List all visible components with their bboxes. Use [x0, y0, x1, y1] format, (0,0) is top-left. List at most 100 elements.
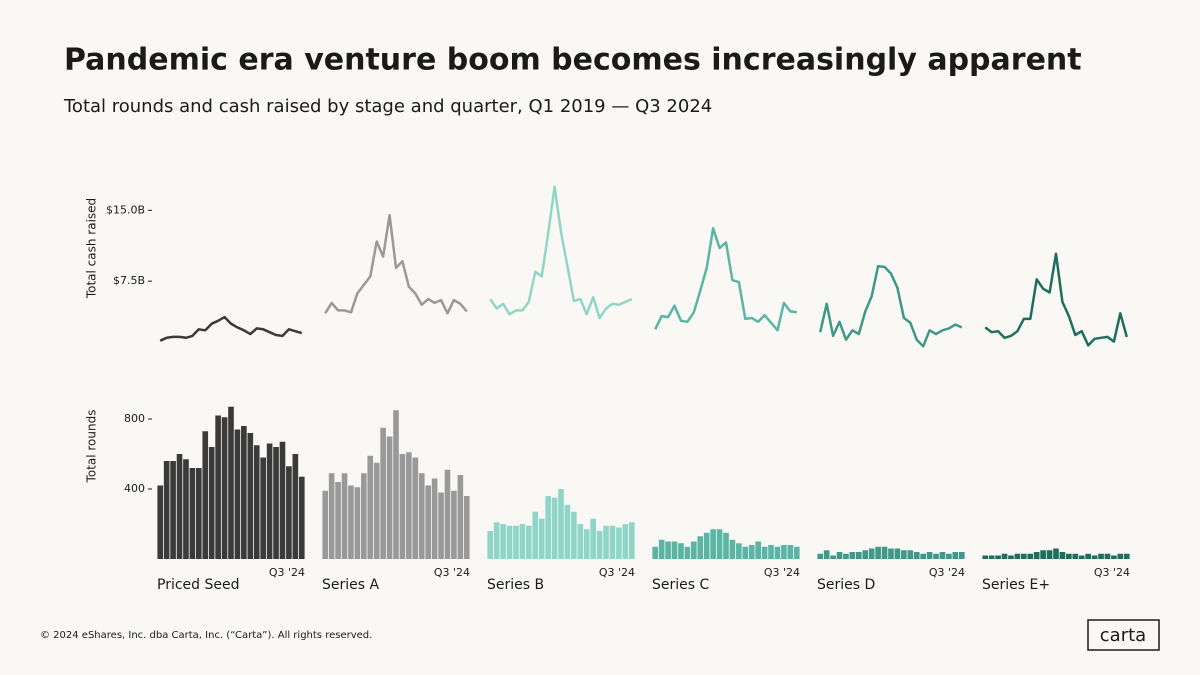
bar: [901, 550, 907, 559]
panel-name: Priced Seed: [157, 577, 240, 593]
bar: [221, 417, 228, 559]
bar: [399, 454, 406, 559]
bar: [1072, 553, 1079, 559]
bar: [817, 553, 824, 559]
bar: [487, 531, 494, 559]
bar: [1098, 553, 1104, 559]
bar: [189, 468, 196, 559]
panel-name: Series D: [817, 577, 875, 593]
bar: [609, 525, 616, 559]
bar: [513, 525, 519, 559]
bar: [596, 531, 603, 559]
bar: [652, 546, 659, 559]
bar: [1059, 552, 1066, 559]
bar: [913, 552, 920, 559]
bar: [768, 545, 774, 559]
bar: [1053, 548, 1059, 559]
bar: [322, 490, 329, 559]
bar: [215, 415, 221, 559]
line: [984, 252, 1129, 347]
bar: [1117, 553, 1124, 559]
bar: [856, 552, 862, 559]
bar: [380, 427, 386, 559]
bar: [723, 532, 729, 559]
line: [324, 213, 468, 315]
bar: [755, 541, 761, 559]
bar: [1033, 552, 1040, 559]
bar: [952, 552, 959, 559]
bar: [425, 485, 431, 559]
bar: [241, 426, 247, 559]
bar: [176, 454, 183, 559]
bar: [781, 545, 787, 559]
bar: [577, 524, 584, 559]
bar: [348, 485, 354, 559]
bar: [335, 482, 341, 559]
bar: [946, 553, 952, 559]
bar: [328, 473, 335, 559]
bar: [538, 518, 545, 559]
bar: [868, 548, 875, 559]
bar: [1091, 555, 1098, 559]
line: [159, 315, 303, 342]
bar: [393, 410, 399, 559]
bar: [292, 454, 299, 559]
bar: [208, 447, 215, 559]
line: [818, 264, 963, 348]
bar: [703, 532, 710, 559]
y2-tick-label: 400: [124, 482, 145, 495]
bar: [926, 552, 933, 559]
bar: [658, 539, 665, 559]
bar: [862, 550, 869, 559]
y-tick-label: $15.0B: [106, 203, 145, 216]
bar: [564, 504, 571, 559]
bar: [823, 550, 830, 559]
bar: [628, 522, 635, 559]
bar: [506, 525, 513, 559]
bar: [849, 552, 856, 559]
y2-tick-label: 800: [124, 412, 145, 425]
bar: [545, 496, 551, 559]
bar: [367, 455, 374, 559]
bar: [684, 546, 691, 559]
bar: [532, 511, 539, 559]
bar: [260, 457, 266, 559]
x-end-label: Q3 '24: [599, 566, 635, 579]
chart-title: Pandemic era venture boom becomes increa…: [64, 43, 1082, 78]
bar: [1111, 555, 1117, 559]
bar: [1014, 553, 1021, 559]
y2-axis-title: Total rounds: [85, 410, 99, 484]
bar: [830, 555, 836, 559]
y-tick-label: $7.5B: [113, 274, 145, 287]
bar: [583, 529, 590, 559]
bar: [273, 447, 279, 559]
bar: [341, 473, 348, 559]
bar: [451, 490, 457, 559]
bar: [418, 473, 425, 559]
bar: [603, 525, 609, 559]
bar: [982, 555, 989, 559]
bar: [1008, 555, 1014, 559]
bar: [716, 529, 723, 559]
bar: [1027, 553, 1034, 559]
bar: [234, 429, 241, 559]
bar: [1123, 553, 1130, 559]
line: [654, 227, 797, 332]
bar: [228, 406, 234, 559]
bar: [671, 541, 678, 559]
bar: [519, 524, 526, 559]
bar: [361, 473, 367, 559]
bar: [202, 431, 209, 559]
bar: [710, 529, 716, 559]
bar: [622, 524, 629, 559]
bar: [907, 550, 914, 559]
bar: [558, 489, 564, 559]
bar: [412, 457, 419, 559]
bar: [590, 518, 596, 559]
bar: [875, 546, 881, 559]
bar: [463, 496, 470, 559]
bar: [995, 555, 1001, 559]
bar: [170, 461, 176, 559]
y-axis-title: Total cash raised: [85, 198, 99, 299]
